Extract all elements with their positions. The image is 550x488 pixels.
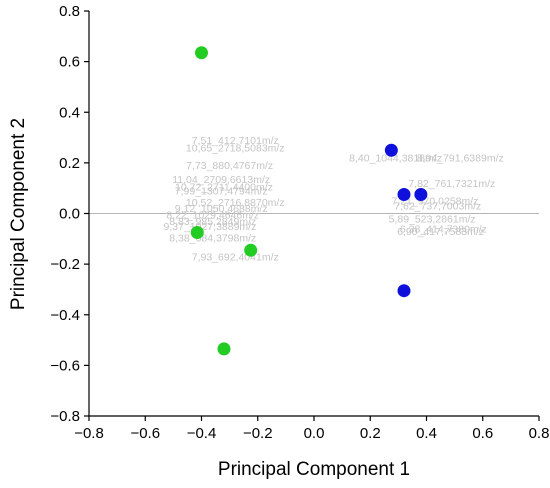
loading-label: 5,89_523,2861m/z [389,213,476,225]
loading-label: 6,90_417,7583m/z [397,226,484,238]
y-tick-label: 0.0 [59,206,80,223]
x-tick-label: 0.2 [360,425,381,442]
loading-label: 7,93_692,4041m/z [192,251,279,263]
loading-label: 9,12_1050,4688m/z [175,203,268,215]
loading-label: 8,22_1029,4646m/z [166,210,259,222]
data-point-series-2-3 [414,188,428,202]
loading-label: 8,83_985,2849m/z [169,216,256,228]
data-point-series-1-2 [190,225,204,239]
x-tick-label: −0.4 [187,425,217,442]
loading-label: 8,94_791,6389m/z [417,153,504,165]
y-tick-label: 0.8 [59,3,80,20]
y-tick-label: 0.6 [59,54,80,71]
y-tick-label: −0.8 [50,408,80,425]
y-tick-label: 0.2 [59,155,80,172]
data-point-series-1-3 [244,243,258,257]
data-point-series-1-1 [195,46,208,60]
axes-layer: −0.8 −0.6 −0.4 −0.2 0.0 0.2 0.4 0.6 0.8 −0.8 −0.6 −… [50,3,549,442]
loading-label: 10,65_2718,5083m/z [186,142,285,154]
loading-label: 11,04_2709,6613m/z [172,174,270,186]
loading-label: 9,37_1027,3889m/z [164,221,257,233]
loading-label: 7,51_412,7101m/z [192,135,279,147]
x-tick-label: 0.0 [304,425,325,442]
x-tick-label: −0.2 [243,425,273,442]
loading-label: 7,62_737,7003m/z [394,201,481,213]
loading-labels-layer: 7,51_412,7101m/z10,65_2718,5083m/z 7,73_8… [164,135,504,263]
x-tick-label: 0.6 [472,425,493,442]
y-axis-label: Principal Component 2 [8,118,29,310]
data-point-series-1-4 [217,342,231,356]
x-axis-label: Principal Component 1 [218,459,410,480]
x-tick-label: −0.6 [130,425,160,442]
data-point-series-2-4 [397,284,411,298]
loading-label: 7,73_880,4767m/z [186,160,273,172]
loading-label: 7,21_970,0258m/z [391,196,478,208]
data-point-series-2-1 [384,143,398,157]
y-tick-label: −0.6 [50,357,80,374]
x-tick-label: 0.4 [416,425,437,442]
loading-label: 10,72_2711,4400m/z [175,182,273,194]
x-tick-label: −0.8 [74,425,104,442]
points-layer [190,46,428,356]
y-tick-label: −0.2 [50,256,80,273]
loading-label: 7,82_761,7321m/z [408,178,495,190]
loading-label: 7,99_1307,4794m/z [175,186,268,198]
x-tick-label: 0.8 [529,425,550,442]
y-tick-label: −0.4 [50,307,80,324]
loading-label: 8,38_684,3798m/z [169,232,256,244]
loading-label: 8,40_1044,3818m/z [349,153,442,165]
y-tick-label: 0.4 [59,104,80,121]
loading-label: 6,38_414,7380m/z [400,223,487,235]
loading-label: 10,52_2716,8870m/z [186,197,285,209]
data-point-series-2-2 [397,188,411,202]
